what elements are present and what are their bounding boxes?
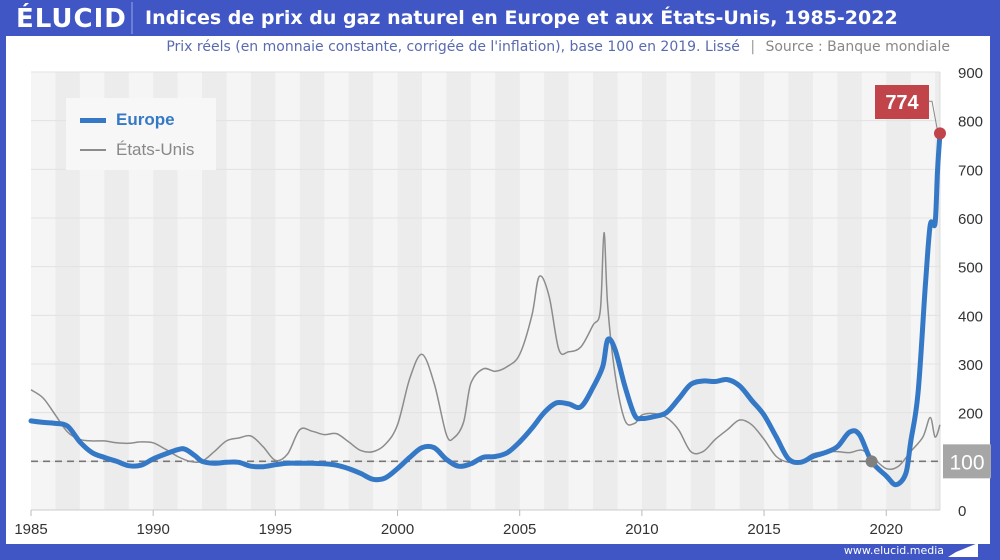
year-stripe [739,72,765,510]
marker-2022 [934,127,946,140]
elucid-flag-icon [948,543,978,557]
chart-title: Indices de prix du gaz naturel en Europe… [145,7,898,29]
header-divider [131,2,133,34]
y-tick-label: 700 [958,162,983,179]
y-tick-label: 300 [958,357,983,374]
year-stripe [593,72,618,510]
x-axis: 1985 1990 1995 2000 2005 2010 2015 2020 [14,509,940,538]
marker-2019 [865,455,878,468]
x-tick-label: 1990 [136,521,169,538]
x-tick-label: 1995 [259,521,292,538]
x-tick-label: 2015 [747,521,780,538]
legend: Europe États-Unis [66,98,216,170]
header-bar: ÉLUCID Indices de prix du gaz naturel en… [0,0,1000,36]
footer-url[interactable]: www.elucid.media [843,544,944,557]
elucid-logo: ÉLUCID [16,4,127,34]
year-stripe [348,72,374,510]
y-tick-label: 600 [958,211,983,228]
x-tick-label: 2010 [625,521,658,538]
year-stripe [299,72,325,510]
legend-swatch-europe [80,117,106,123]
baseline-label-box [943,444,991,479]
y-tick-label: 200 [958,406,983,423]
year-stripe [641,72,667,510]
y-tick-label: 500 [958,260,983,277]
year-stripe [935,72,940,510]
y-axis: 0 200 300 400 500 600 700 800 900 [958,65,983,520]
series-line-europe [28,130,943,488]
legend-label-europe: Europe [116,110,175,129]
year-stripe [446,72,471,510]
year-stripe [397,72,422,510]
year-stripe [495,72,520,510]
baseline-label: 100 [949,451,984,474]
legend-item-us: États-Unis [80,140,194,160]
y-tick-label: 0 [958,503,966,520]
legend-swatch-us [80,149,106,151]
x-tick-label: 2005 [503,521,536,538]
legend-item-europe: Europe [80,110,175,130]
annotation-label: 774 [885,92,919,114]
x-tick-label: 2020 [870,521,903,538]
y-tick-label: 900 [958,65,983,82]
chart-subtitle: Prix réels (en monnaie constante, corrig… [166,39,950,55]
series-lines [28,130,943,488]
year-stripe [690,72,716,510]
legend-label-us: États-Unis [116,140,195,159]
year-stripe [886,72,911,510]
year-stripe [250,72,276,510]
year-stripe [788,72,813,510]
subtitle-separator: | [750,39,756,55]
x-tick-label: 2000 [381,521,414,538]
y-tick-label: 400 [958,308,983,325]
subtitle-text: Prix réels (en monnaie constante, corrig… [166,39,740,55]
x-tick-label: 1985 [14,521,47,538]
year-stripe [837,72,862,510]
annotation-box [875,85,929,119]
source-text: Source : Banque mondiale [765,39,950,55]
y-tick-label: 800 [958,114,983,131]
annotations: 774 [865,85,946,468]
